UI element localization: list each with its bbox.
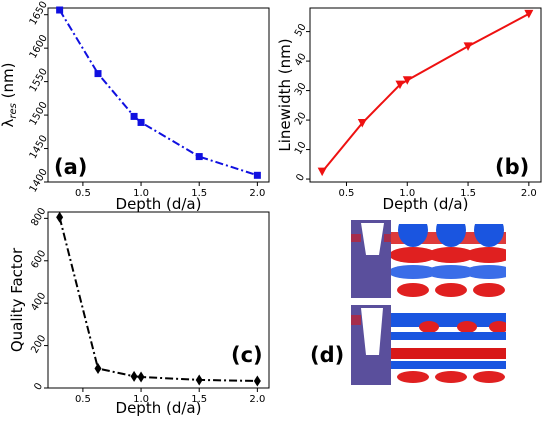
- x-tick-label: 1.0: [133, 394, 149, 405]
- data-point: [395, 80, 405, 90]
- y-tick-label: 1500: [28, 100, 50, 128]
- data-point: [137, 371, 145, 383]
- chart-a: 0.5 1.0 1.5 2.0 1400 1450 1500 1550 1600 1650 (a)…: [0, 0, 270, 213]
- x-tick-label: 1.0: [133, 188, 149, 199]
- panel-label-a: (a): [54, 155, 87, 179]
- data-point: [137, 118, 145, 126]
- data-point: [524, 9, 534, 19]
- data-point: [357, 119, 367, 128]
- y-tick-label: 200: [29, 333, 48, 355]
- y-axis-label-a: λres (nm): [0, 63, 19, 128]
- y-tick-label: 1400: [28, 167, 50, 195]
- field-map-panel: (d): [310, 220, 506, 385]
- data-point: [195, 374, 203, 386]
- y-tick-label: 20: [293, 111, 309, 128]
- y-tick-label: 400: [29, 291, 48, 313]
- y-tick-label: 40: [293, 52, 309, 69]
- y-tick-label: 30: [293, 81, 309, 98]
- y-axis-label-b: Linewidth (nm): [276, 38, 294, 151]
- field-map-bottom: [351, 305, 506, 385]
- data-point: [56, 6, 64, 14]
- x-tick-label: 0.5: [339, 188, 355, 199]
- data-point: [56, 211, 64, 223]
- series-line: [58, 9, 258, 177]
- data-point: [130, 370, 138, 382]
- x-tick-label: 0.5: [75, 188, 91, 199]
- y-tick-label: 10: [293, 140, 309, 157]
- x-tick-label: 2.0: [521, 188, 537, 199]
- y-axis-label-c: Quality Factor: [8, 247, 26, 352]
- y-tick-label: 0: [294, 172, 307, 183]
- x-tick-label: 2.0: [249, 394, 265, 405]
- series-line: [58, 217, 258, 382]
- data-point: [94, 70, 102, 78]
- y-tick-label: 0: [32, 381, 45, 392]
- y-tick-label: 50: [293, 22, 309, 39]
- data-point: [195, 153, 203, 161]
- x-axis-label-c: Depth (d/a): [116, 399, 202, 417]
- marker-group: [56, 211, 261, 387]
- x-tick-label: 1.5: [191, 394, 207, 405]
- y-axis-label-main: λ: [0, 118, 17, 127]
- x-tick-label: 1.5: [460, 188, 476, 199]
- panel-label-c: (c): [231, 343, 263, 367]
- x-tick-label: 1.0: [399, 188, 415, 199]
- y-tick-label: 800: [29, 206, 48, 228]
- y-tick-label: 1600: [28, 33, 50, 61]
- data-point: [130, 112, 138, 120]
- y-axis-label-sub: res: [8, 103, 19, 118]
- y-tick-label: 1550: [28, 67, 50, 95]
- x-axis-label-b: Depth (d/a): [383, 195, 469, 213]
- x-axis-label-a: Depth (d/a): [116, 195, 202, 213]
- data-point: [253, 171, 261, 179]
- y-tick-label: 600: [29, 249, 48, 271]
- x-tick-label: 0.5: [75, 394, 91, 405]
- marker-group: [317, 9, 534, 177]
- y-axis-label-unit: (nm): [0, 63, 17, 104]
- marker-group: [56, 6, 261, 179]
- chart-c: 0.5 1.0 1.5 2.0 0 200 400 600 800 (c) Depth (d/a…: [8, 206, 270, 417]
- panel-label-d: (d): [310, 343, 344, 367]
- plot-frame: [47, 7, 270, 183]
- data-point: [317, 167, 327, 177]
- data-point: [253, 375, 261, 387]
- x-tick-label: 2.0: [249, 188, 265, 199]
- data-point: [463, 42, 473, 51]
- panel-label-b: (b): [495, 155, 529, 179]
- data-point: [94, 362, 102, 374]
- plot-frame: [47, 211, 270, 389]
- series-line: [321, 13, 530, 173]
- plot-frame: [309, 7, 542, 183]
- y-tick-label: 1650: [28, 0, 50, 27]
- x-tick-label: 1.5: [191, 188, 207, 199]
- field-map-top: [351, 220, 506, 298]
- data-point: [402, 76, 412, 85]
- y-tick-label: 1450: [28, 134, 50, 162]
